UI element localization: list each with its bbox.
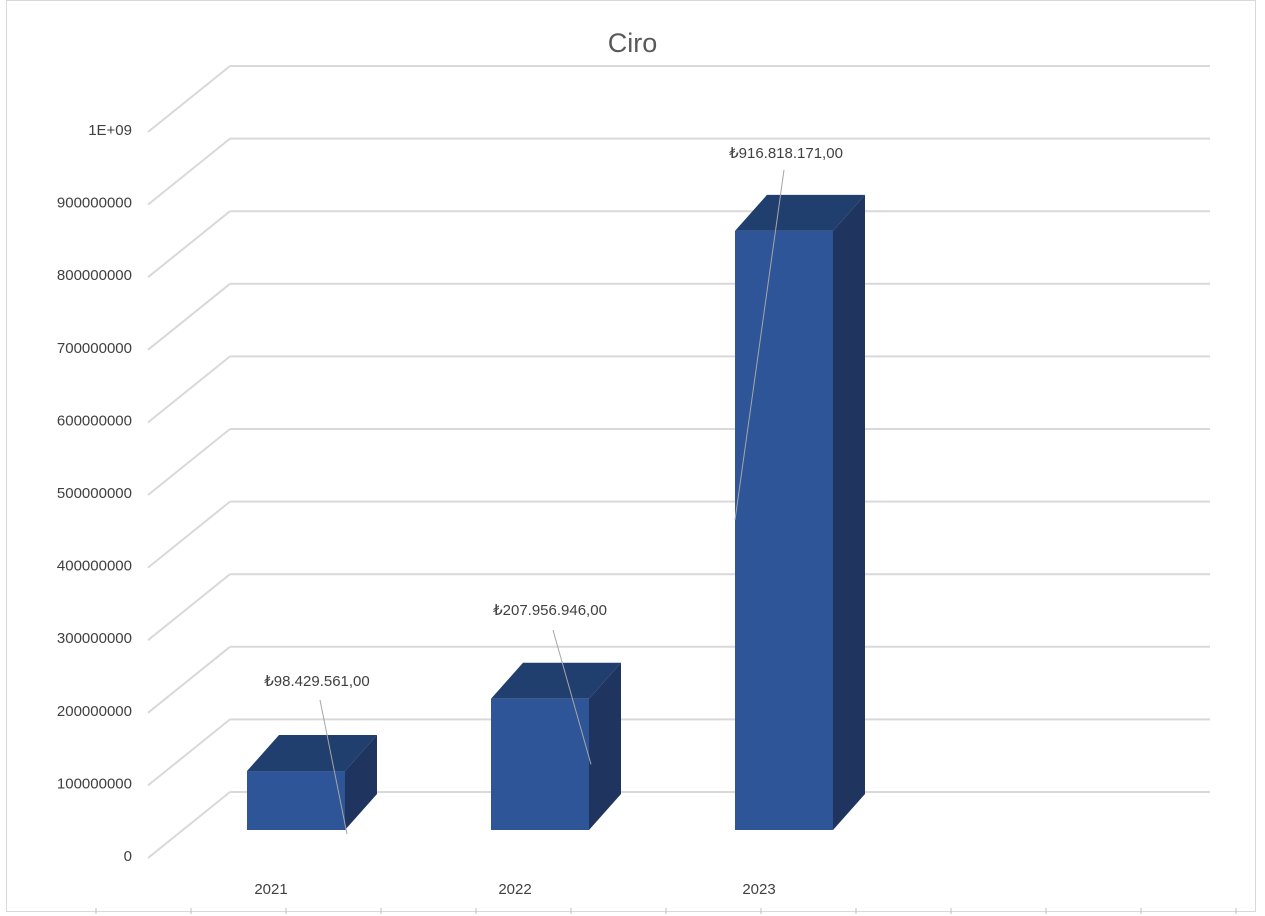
y-tick-label: 0 — [124, 848, 132, 865]
gridline-side — [147, 137, 231, 206]
gridline-side — [147, 500, 231, 569]
chart-title: Ciro — [607, 28, 658, 58]
bar-side-face — [345, 735, 377, 830]
bar-layer — [247, 194, 865, 830]
bar-2022 — [491, 662, 621, 830]
y-tick-label: 300000000 — [57, 630, 132, 647]
bar-top-face — [491, 662, 621, 699]
gridline-side — [147, 355, 231, 424]
y-tick-label: 100000000 — [57, 775, 132, 792]
x-tick-label: 2023 — [742, 881, 775, 898]
y-tick-label: 700000000 — [57, 340, 132, 357]
data-label-layer: ₺98.429.561,00 ₺207.956.946,00 ₺916.818.17… — [264, 145, 843, 835]
y-tick-label: 800000000 — [57, 267, 132, 284]
y-tick-label: 1E+09 — [88, 122, 132, 139]
grid-layer — [95, 65, 1237, 914]
y-tick-label: 400000000 — [57, 558, 132, 575]
bar-side-face — [589, 662, 621, 830]
y-tick-label: 200000000 — [57, 703, 132, 720]
bar-front-face — [491, 698, 589, 830]
data-label: ₺207.956.946,00 — [493, 602, 607, 619]
data-label-leader — [319, 699, 348, 835]
bar-2023 — [735, 194, 865, 830]
bar-2021 — [247, 735, 377, 830]
bar-side-face — [833, 194, 865, 830]
bar-front-face — [247, 771, 345, 830]
gridline-side — [147, 718, 231, 787]
data-label: ₺916.818.171,00 — [729, 145, 843, 162]
gridline-side — [147, 210, 231, 278]
gridline-side — [147, 283, 231, 351]
bar-top-face — [735, 194, 865, 231]
x-tick-label: 2021 — [254, 881, 287, 898]
bar-top-face — [247, 735, 377, 772]
bar-front-face — [735, 230, 833, 830]
gridline-side — [147, 791, 231, 859]
data-label-leader — [552, 629, 592, 765]
data-label: ₺98.429.561,00 — [264, 673, 369, 690]
y-axis-tick-labels: 0 100000000 200000000 300000000 400000000 500… — [57, 122, 132, 865]
y-tick-label: 500000000 — [57, 485, 132, 502]
gridline-side — [147, 573, 231, 641]
x-axis-tick-labels: 2021 2022 2023 — [254, 881, 775, 898]
y-tick-label: 600000000 — [57, 412, 132, 429]
gridline-side — [147, 428, 231, 496]
gridline-side — [147, 65, 231, 133]
y-tick-label: 900000000 — [57, 195, 132, 212]
x-tick-label: 2022 — [498, 881, 531, 898]
data-label-leader — [734, 169, 785, 521]
gridline-side — [147, 646, 231, 714]
